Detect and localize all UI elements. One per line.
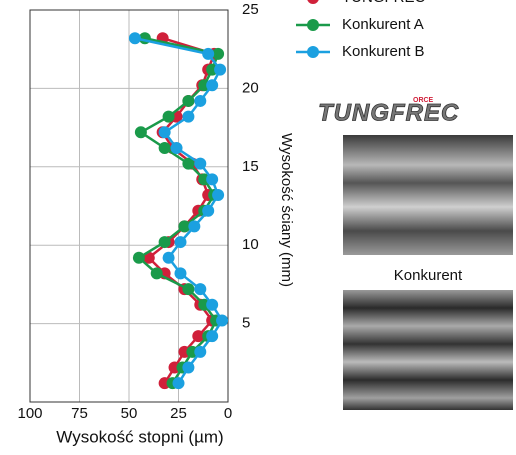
data-point [133,252,145,264]
data-point [182,362,194,374]
page: {"chart_data": {"type": "line", "xlabel"… [0,0,516,450]
data-point [194,283,206,295]
data-point [194,95,206,107]
data-point [206,79,218,91]
data-point [194,346,206,358]
x-axis-label: Wysokość stopni (µm) [56,427,223,446]
sample-image [343,135,513,255]
data-point [135,126,147,138]
x-tick-label: 75 [71,405,88,422]
chart: Konkurent TUNGFREC ORCE Wysokość stopni … [0,0,516,450]
data-point [188,220,200,232]
legend-label: Konkurent B [342,43,425,60]
data-point [214,64,226,76]
data-point [163,252,175,264]
x-tick-label: 25 [170,405,187,422]
data-point [174,267,186,279]
data-point [212,189,224,201]
data-point [202,48,214,60]
data-point [173,377,185,389]
y-tick-label: 10 [242,236,259,253]
data-point [182,283,194,295]
data-point [151,267,163,279]
legend-label: TUNGFREC [342,0,425,6]
x-tick-label: 100 [17,405,42,422]
y-axis-label: Wysokość ściany (mm) [278,133,295,287]
data-point [206,330,218,342]
data-point [194,158,206,170]
logo-small: ORCE [413,97,434,104]
y-tick-label: 20 [242,79,259,96]
y-tick-label: 25 [242,1,259,18]
y-tick-label: 5 [242,315,250,332]
y-tick-label: 15 [242,158,259,175]
data-point [216,314,228,326]
data-point [129,32,141,44]
logo: TUNGFREC [318,99,459,126]
x-tick-label: 0 [224,405,232,422]
legend-marker [307,46,319,58]
legend-label: Konkurent A [342,16,424,33]
data-point [159,142,171,154]
data-point [206,299,218,311]
data-point [206,173,218,185]
data-point [182,111,194,123]
sample-image [343,290,513,410]
data-point [174,236,186,248]
legend-marker [307,19,319,31]
image-caption: Konkurent [394,267,463,284]
data-point [171,142,183,154]
x-tick-label: 50 [121,405,138,422]
data-point [202,205,214,217]
data-point [182,95,194,107]
data-point [163,111,175,123]
data-point [159,236,171,248]
data-point [159,126,171,138]
legend-marker [307,0,319,4]
